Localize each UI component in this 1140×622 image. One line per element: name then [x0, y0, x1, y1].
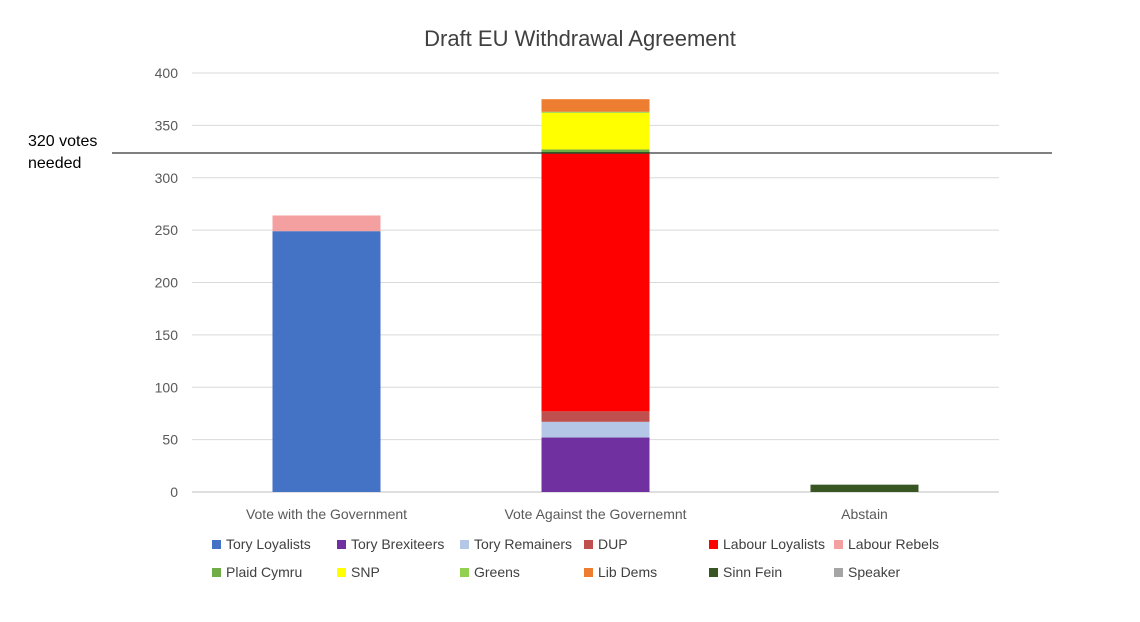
legend-label: Speaker [848, 564, 901, 580]
legend-label: Labour Rebels [848, 536, 940, 552]
y-tick-label: 200 [155, 275, 179, 291]
legend-label: Tory Brexiteers [351, 536, 445, 552]
legend-swatch [709, 568, 718, 577]
legend-label: Tory Remainers [474, 536, 573, 552]
legend-item: Sinn Fein [709, 564, 782, 580]
y-tick-label: 250 [155, 222, 179, 238]
bar-segment [541, 112, 650, 150]
legend-label: Labour Loyalists [723, 536, 825, 552]
bar-segment [272, 231, 381, 493]
threshold-label-line: 320 votes [28, 133, 98, 150]
x-tick-label: Vote with the Government [246, 506, 407, 522]
legend-label: Plaid Cymru [226, 564, 303, 580]
legend-swatch [584, 540, 593, 549]
legend-label: SNP [351, 564, 380, 580]
y-tick-label: 0 [170, 484, 178, 500]
legend-item: Tory Brexiteers [337, 536, 444, 552]
x-tick-label: Abstain [841, 506, 888, 522]
y-tick-label: 100 [155, 379, 179, 395]
legend-item: Greens [460, 564, 520, 580]
legend-item: Labour Loyalists [709, 536, 825, 552]
legend-item: Speaker [834, 564, 900, 580]
legend-item: Plaid Cymru [212, 564, 302, 580]
bar-segment [541, 111, 650, 113]
bar-segment [541, 411, 650, 422]
legend-swatch [212, 568, 221, 577]
legend-swatch [834, 540, 843, 549]
threshold-label: 320 votes needed [28, 131, 97, 175]
legend-swatch [337, 540, 346, 549]
legend-label: DUP [598, 536, 628, 552]
legend-label: Sinn Fein [723, 564, 783, 580]
y-tick-label: 50 [162, 432, 178, 448]
bar-segment [541, 149, 650, 154]
legend-item: DUP [584, 536, 628, 552]
legend-swatch [337, 568, 346, 577]
legend-swatch [709, 540, 718, 549]
y-tick-label: 400 [155, 65, 179, 81]
bar-segment [541, 153, 650, 412]
legend-item: Tory Loyalists [212, 536, 311, 552]
legend-swatch [584, 568, 593, 577]
legend-item: Tory Remainers [460, 536, 572, 552]
legend-swatch [460, 540, 469, 549]
legend-item: SNP [337, 564, 380, 580]
legend-item: Lib Dems [584, 564, 657, 580]
bar-segment [541, 99, 650, 112]
legend-swatch [834, 568, 843, 577]
legend-label: Tory Loyalists [226, 536, 311, 552]
bar-segment [541, 437, 650, 492]
y-tick-label: 350 [155, 117, 179, 133]
legend-swatch [460, 568, 469, 577]
legend-label: Greens [474, 564, 520, 580]
legend-item: Labour Rebels [834, 536, 939, 552]
y-tick-label: 300 [155, 170, 179, 186]
legend-swatch [212, 540, 221, 549]
chart-title: Draft EU Withdrawal Agreement [424, 26, 736, 51]
bar-segment [810, 484, 919, 492]
legend-label: Lib Dems [598, 564, 658, 580]
x-tick-label: Vote Against the Governemnt [504, 506, 686, 522]
threshold-label-line: needed [28, 155, 82, 172]
bar-segment [272, 215, 381, 232]
bar-segment [541, 421, 650, 438]
y-tick-label: 150 [155, 327, 179, 343]
